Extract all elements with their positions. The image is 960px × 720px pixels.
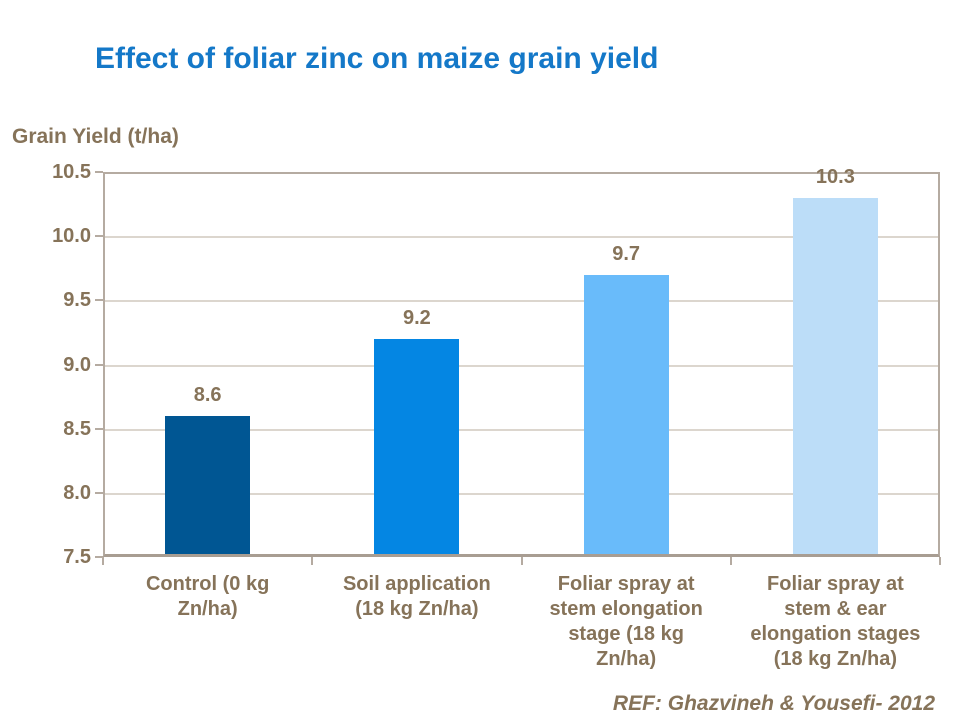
x-tick-mark [102, 557, 104, 565]
y-tick-label: 7.5 [63, 546, 91, 568]
bar-3 [583, 274, 669, 554]
bar-value-label: 9.2 [402, 306, 431, 329]
y-tick-mark [95, 299, 103, 302]
bar-4 [792, 197, 878, 554]
y-tick-mark [95, 556, 103, 558]
chart-title: Effect of foliar zinc on maize grain yie… [95, 42, 659, 75]
gridline [105, 428, 938, 431]
x-tick-mark [311, 557, 314, 565]
y-tick-label: 8.0 [63, 481, 91, 504]
bar-2 [374, 338, 460, 554]
source-reference: REF: Ghazvineh & Yousefi- 2012 [612, 692, 935, 715]
x-category-label: Soil application (18 kg Zn/ha) [342, 573, 491, 620]
x-category-label: Control (0 kg Zn/ha) [145, 573, 270, 620]
y-tick-mark [95, 171, 103, 173]
y-tick-mark [95, 427, 103, 430]
x-category-label: Foliar spray at stem & ear elongation st… [750, 573, 921, 670]
y-tick-label: 9.5 [63, 289, 91, 312]
x-tick-mark [729, 557, 732, 565]
gridline [105, 492, 938, 495]
y-tick-label: 10.0 [52, 225, 91, 248]
bar-value-label: 9.7 [612, 242, 641, 265]
y-tick-mark [95, 491, 103, 494]
bar-1 [165, 415, 251, 554]
y-tick-mark [95, 363, 103, 366]
y-tick-mark [95, 235, 103, 238]
gridline [105, 300, 938, 303]
bar-value-label: 8.6 [193, 383, 222, 406]
y-tick-label: 10.5 [52, 161, 91, 183]
y-tick-label: 8.5 [63, 417, 91, 440]
x-tick-mark [939, 557, 941, 565]
x-tick-mark [520, 557, 523, 565]
y-tick-label: 9.0 [63, 353, 91, 376]
x-category-label: Foliar spray at stem elongation stage (1… [549, 573, 703, 670]
y-axis-title: Grain Yield (t/ha) [12, 125, 179, 148]
gridline [105, 364, 938, 367]
bar-value-label: 10.3 [815, 165, 855, 188]
gridline [105, 236, 938, 239]
